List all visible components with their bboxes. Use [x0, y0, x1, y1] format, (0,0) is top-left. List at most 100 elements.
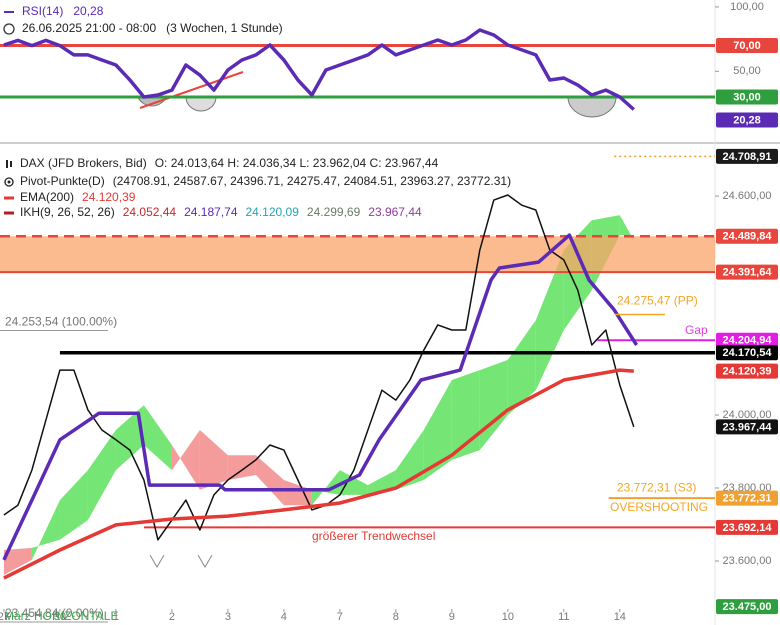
rsi-marker-shape — [185, 96, 217, 112]
y-tick-label: 23.600,00 — [723, 555, 772, 567]
price-box-label: 23.772,31 — [723, 493, 772, 505]
series-line — [3, 368, 634, 580]
legend-info: 24.187,74 — [184, 205, 238, 219]
cloud-segment — [59, 470, 88, 540]
fib-label: 24.253,54 (100.00%) — [5, 315, 117, 329]
price-box-label: 24.204,94 — [723, 335, 773, 347]
annotation: OVERSHOOTING — [610, 500, 708, 514]
x-tick-label: 11 — [558, 611, 569, 623]
x-tick-label: 14 — [614, 611, 626, 623]
legend-marker — [6, 160, 8, 168]
price-box-label: 23.475,00 — [723, 601, 772, 613]
cloud-segment — [3, 547, 32, 575]
annotation: 23.772,31 (S3) — [617, 480, 696, 494]
zone — [0, 236, 715, 273]
x-tick-label: 3 — [225, 611, 231, 623]
series-line — [3, 28, 635, 111]
x-tick-label: 4 — [281, 611, 287, 623]
legend-info: 24.052,44 — [123, 205, 177, 219]
price-box — [716, 599, 778, 615]
price-box-label: 24.391,64 — [723, 267, 773, 279]
cloud-segment — [339, 470, 368, 495]
price-box — [716, 228, 778, 244]
price-box-label: 24.170,54 — [723, 347, 773, 359]
cloud-segment — [451, 370, 480, 460]
price-box-label: 23.967,44 — [723, 421, 773, 433]
price-box-label: 30,00 — [733, 91, 761, 103]
price-box — [716, 519, 778, 535]
legend-name: EMA(200) — [20, 190, 74, 204]
price-box — [716, 38, 778, 54]
x-tick-label: 10 — [502, 611, 514, 623]
cloud-segment — [171, 430, 200, 490]
cloud-segment — [507, 320, 536, 415]
series-line — [3, 194, 635, 541]
x-tick-label: 30 — [54, 611, 66, 623]
y-tick-label: 24.000,00 — [723, 409, 772, 421]
y-tick-label: 24.600,00 — [723, 190, 772, 202]
x-tick-label: 27 — [0, 611, 10, 623]
legend-marker — [10, 161, 12, 167]
y-tick-label: 50,00 — [733, 65, 761, 77]
legend-info: 24.120,39 — [82, 190, 136, 204]
legend-title: RSI(14) — [22, 4, 63, 18]
marker-shape — [197, 554, 213, 568]
legend-marker — [4, 177, 14, 187]
marker-shape — [149, 554, 165, 568]
legend-name: Pivot-Punkte(D) — [20, 174, 105, 188]
price-box — [716, 419, 778, 435]
cloud-segment — [143, 405, 172, 471]
series-line — [2, 233, 639, 561]
rsi-marker-shape — [567, 96, 617, 118]
cloud-segment — [31, 500, 60, 560]
cloud-segment — [283, 480, 312, 506]
annotation: 24.275,47 (PP) — [617, 294, 698, 308]
cloud-segment — [199, 430, 228, 490]
current-value-label: 20,28 — [733, 114, 761, 126]
cloud-segment — [423, 380, 452, 480]
legend-marker — [7, 180, 11, 184]
y-tick-label: 100,00 — [730, 1, 764, 13]
cloud-segment — [227, 455, 256, 480]
legend-name: IKH(9, 26, 52, 26) — [20, 205, 115, 219]
cloud-segment — [535, 250, 564, 391]
rsi-trendline — [139, 71, 244, 109]
legend-value: 20,28 — [73, 4, 103, 18]
price-box-label: 24.708,91 — [723, 151, 772, 163]
legend-info: O: 24.013,64 H: 24.036,34 L: 23.962,04 C… — [155, 156, 439, 170]
x-tick-label: 1 — [113, 611, 119, 623]
price-box — [716, 89, 778, 105]
legend-info: 24.299,69 — [307, 205, 361, 219]
price-box — [716, 332, 778, 348]
clock-icon — [3, 23, 15, 35]
cloud-segment — [255, 455, 284, 506]
legend-name: DAX (JFD Brokers, Bid) — [20, 156, 147, 170]
legend-info: 23.967,44 — [368, 205, 422, 219]
price-box — [716, 264, 778, 280]
price-box — [716, 490, 778, 506]
legend-range: (3 Wochen, 1 Stunde) — [166, 21, 283, 35]
current-value-box — [716, 112, 778, 128]
cloud-segment — [115, 405, 144, 471]
cloud-segment — [311, 470, 340, 506]
price-box — [716, 345, 778, 361]
price-box-label: 24.489,84 — [723, 231, 773, 243]
annotation: Gap — [685, 323, 708, 337]
cloud-segment — [87, 430, 116, 521]
x-tick-label: 7 — [337, 611, 343, 623]
annotation: größerer Trendwechsel — [312, 529, 435, 543]
legend-info: 24.120,09 — [246, 205, 300, 219]
price-box-label: 70,00 — [733, 40, 761, 52]
cloud-segment — [619, 215, 634, 241]
legend-info: (24708.91, 24587.67, 24396.71, 24275.47,… — [113, 174, 511, 188]
price-box-label: 24.120,39 — [723, 366, 772, 378]
price-box — [716, 363, 778, 379]
x-tick-label: 8 — [393, 611, 399, 623]
price-box — [716, 148, 778, 164]
price-box-label: 23.692,14 — [723, 522, 773, 534]
fib-label: 23.454,84 (0.00%) — [5, 606, 104, 620]
x-tick-label: 2 — [169, 611, 175, 623]
